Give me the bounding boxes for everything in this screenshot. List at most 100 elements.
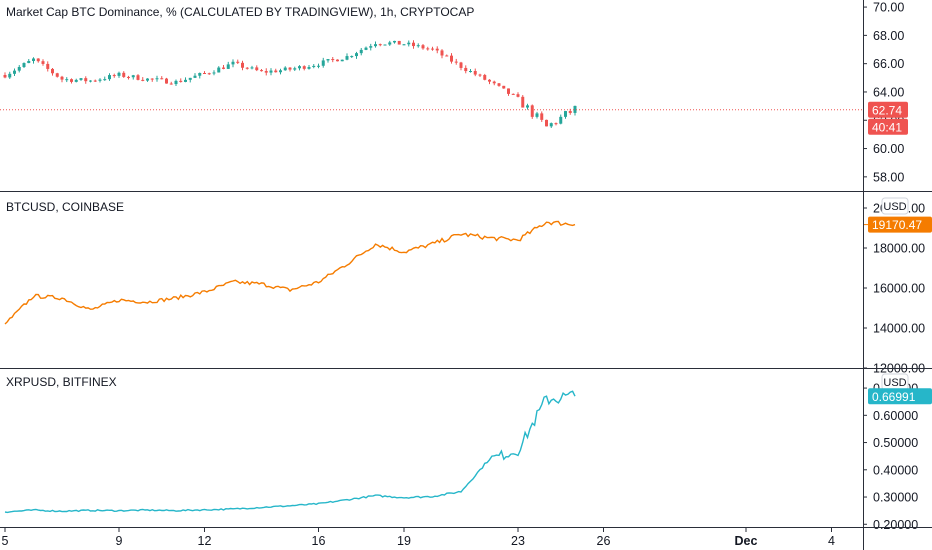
candle bbox=[450, 53, 453, 64]
candle-body bbox=[260, 70, 263, 72]
candle bbox=[402, 44, 406, 46]
candle-body bbox=[84, 78, 88, 82]
y-tick-label: 64.00 bbox=[873, 85, 904, 99]
candle bbox=[103, 76, 107, 81]
candle bbox=[516, 92, 520, 98]
candle bbox=[431, 46, 434, 51]
x-tick-label: 12 bbox=[198, 534, 212, 548]
dominance-candles bbox=[3, 40, 577, 129]
bar-countdown: 40:41 bbox=[872, 120, 902, 134]
candle-body bbox=[74, 79, 78, 82]
candle bbox=[188, 77, 192, 83]
candle-body bbox=[464, 67, 468, 72]
x-tick-label: 9 bbox=[116, 534, 123, 548]
candle-body bbox=[440, 50, 444, 56]
candle bbox=[454, 58, 458, 65]
candle bbox=[241, 60, 244, 71]
candle-body bbox=[355, 53, 358, 57]
candle bbox=[112, 73, 116, 78]
candle bbox=[8, 71, 12, 79]
xrpusd-pane[interactable]: XRPUSD, BITFINEX 0.20000 0.30000 0.40000 0.… bbox=[4, 373, 932, 532]
candle bbox=[407, 40, 411, 47]
xrpusd-unit-label: USD bbox=[883, 377, 906, 389]
xrpusd-unit-button[interactable]: USD bbox=[881, 373, 909, 391]
candle-body bbox=[36, 58, 40, 62]
y-tick-label: 0.40000 bbox=[873, 463, 918, 477]
candle bbox=[98, 78, 102, 83]
candle-body bbox=[41, 61, 45, 64]
candle-body bbox=[108, 75, 111, 80]
candle bbox=[535, 111, 539, 119]
y-tick-label: 60.00 bbox=[873, 142, 904, 156]
candle bbox=[497, 82, 501, 87]
candle bbox=[250, 65, 254, 70]
candle bbox=[526, 103, 529, 110]
candle-body bbox=[521, 96, 525, 108]
candle bbox=[79, 77, 83, 81]
candle-body bbox=[526, 105, 529, 108]
candle bbox=[412, 40, 415, 49]
candle-body bbox=[103, 79, 107, 81]
candle-body bbox=[255, 67, 259, 71]
candle bbox=[231, 59, 235, 68]
candle bbox=[511, 93, 515, 95]
candle-body bbox=[236, 61, 240, 63]
candle-body bbox=[317, 65, 320, 67]
candle-body bbox=[516, 94, 520, 97]
y-tick-label: 68.00 bbox=[873, 29, 904, 43]
dominance-pane[interactable]: Market Cap BTC Dominance, % (CALCULATED … bbox=[0, 1, 908, 185]
candle bbox=[127, 75, 130, 80]
candle-body bbox=[559, 116, 563, 124]
candle bbox=[288, 67, 292, 72]
candle-body bbox=[492, 81, 496, 84]
candle-body bbox=[169, 83, 173, 85]
candle bbox=[274, 68, 278, 73]
candle bbox=[89, 80, 92, 83]
candle bbox=[331, 56, 335, 63]
candle bbox=[150, 78, 154, 82]
candle bbox=[27, 59, 31, 64]
candle-body bbox=[564, 111, 567, 117]
candle-body bbox=[336, 59, 339, 62]
candle-body bbox=[412, 42, 415, 47]
candle-body bbox=[89, 80, 92, 82]
candle-body bbox=[231, 61, 235, 65]
candle-body bbox=[483, 75, 487, 80]
candle-body bbox=[127, 76, 130, 78]
y-tick-label: 58.00 bbox=[873, 170, 904, 184]
dominance-last-value: 62.74 bbox=[872, 103, 902, 117]
candle bbox=[51, 67, 54, 76]
candle bbox=[117, 71, 121, 78]
candle bbox=[84, 76, 88, 84]
candle-body bbox=[226, 64, 230, 69]
time-axis[interactable]: 5 9 12 16 19 23 26 Dec 4 bbox=[2, 527, 836, 548]
candle bbox=[60, 75, 64, 83]
candle bbox=[483, 73, 487, 81]
candle bbox=[93, 79, 97, 82]
y-tick-label: 0.30000 bbox=[873, 491, 918, 505]
btcusd-pane-title: BTCUSD, COINBASE bbox=[6, 200, 124, 214]
candle-body bbox=[535, 113, 539, 117]
candle-body bbox=[473, 71, 477, 75]
candle-body bbox=[497, 83, 501, 86]
candle bbox=[350, 55, 354, 58]
btcusd-unit-button[interactable]: USD bbox=[881, 197, 909, 215]
candle-body bbox=[250, 67, 254, 69]
candle bbox=[307, 64, 311, 70]
candle-body bbox=[350, 56, 354, 58]
candle-body bbox=[321, 60, 325, 66]
candle-body bbox=[402, 44, 406, 46]
candle-body bbox=[435, 48, 439, 51]
candle-body bbox=[502, 85, 506, 89]
candle-body bbox=[554, 123, 558, 125]
x-tick-label: 4 bbox=[828, 534, 835, 548]
candle bbox=[74, 78, 78, 83]
candle-body bbox=[345, 56, 349, 60]
y-tick-label: 0.50000 bbox=[873, 436, 918, 450]
x-tick-label: 5 bbox=[2, 534, 9, 548]
candle-body bbox=[150, 78, 154, 80]
btcusd-pane[interactable]: BTCUSD, COINBASE 12000.0014000.0016000.0… bbox=[4, 197, 932, 376]
candle-body bbox=[369, 46, 373, 48]
